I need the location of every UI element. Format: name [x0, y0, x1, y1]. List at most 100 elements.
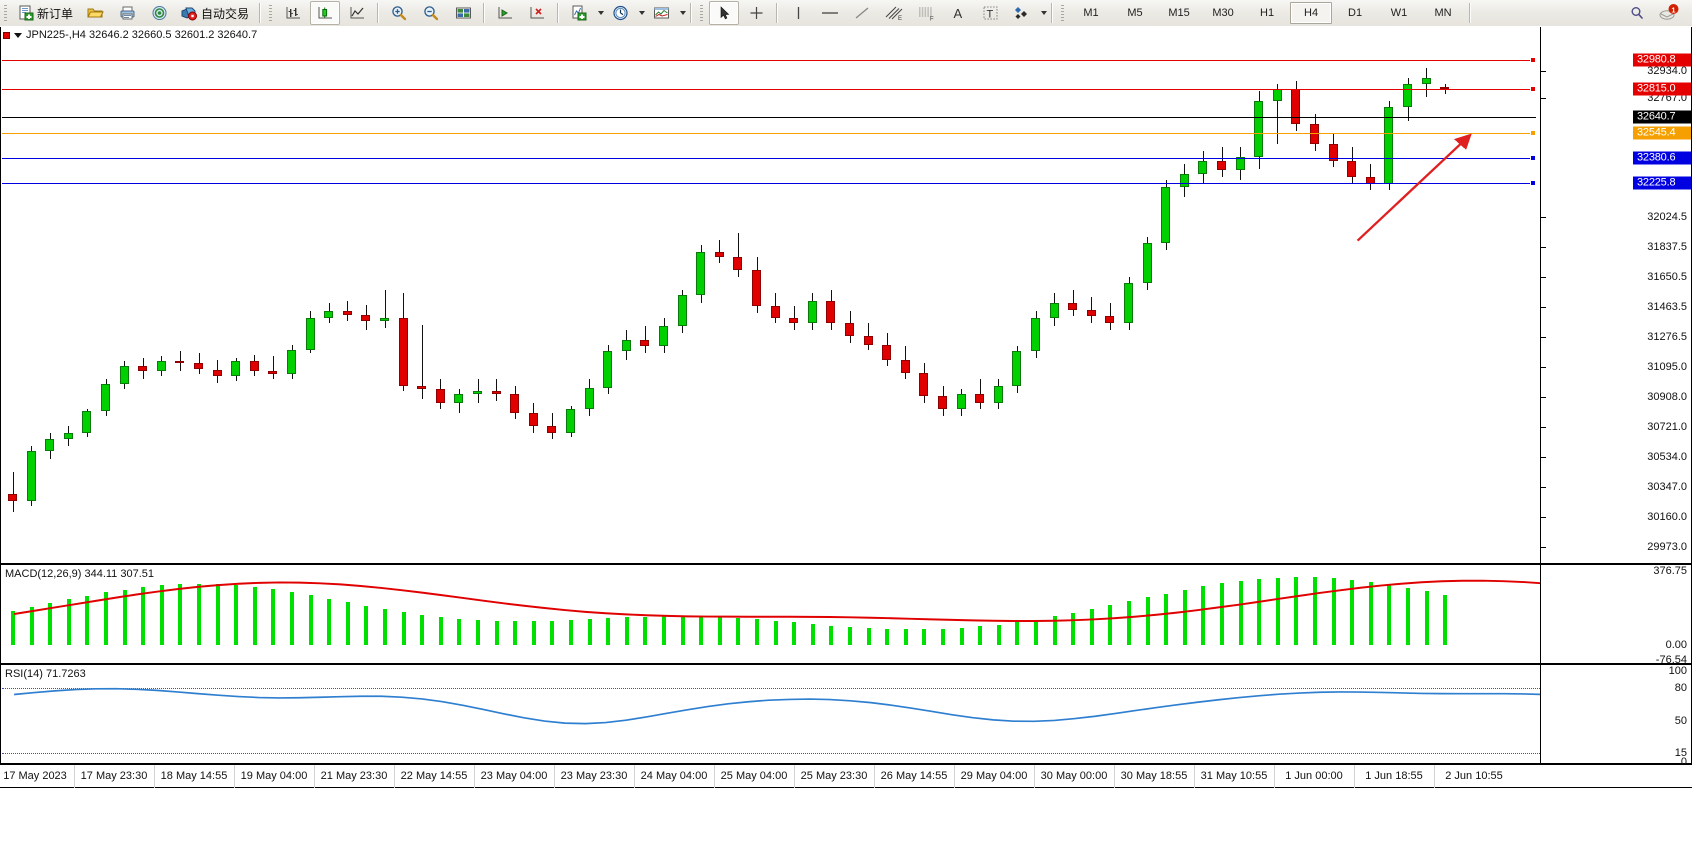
price-level-label-entry[interactable]: 32545.4	[1633, 126, 1691, 140]
new-chart-button[interactable]	[564, 1, 594, 25]
macd-histogram-bar	[1108, 605, 1113, 645]
chart-area[interactable]: JPN225-,H4 32646.2 32660.5 32601.2 32640…	[0, 26, 1692, 843]
arrows-dropdown-caret[interactable]	[1041, 11, 1048, 15]
resistance-line-2[interactable]	[2, 89, 1536, 90]
candle-body	[770, 306, 780, 319]
templates-button[interactable]	[646, 1, 676, 25]
timeframe-mn[interactable]: MN	[1434, 7, 1452, 19]
cursor-button[interactable]	[709, 1, 740, 25]
zoom-in-button[interactable]	[384, 1, 414, 25]
timeframe-m15[interactable]: M15	[1168, 7, 1190, 19]
price-axis[interactable]: 32934.0 32767.0 32024.5 31837.5 31650.5 31463…	[1540, 27, 1691, 582]
search-button[interactable]	[1622, 1, 1652, 25]
notifications-button[interactable]: 1	[1654, 1, 1684, 25]
text-label-button[interactable]: T	[975, 1, 1005, 25]
candle-body	[398, 318, 408, 387]
candle-body	[547, 425, 557, 433]
macd-histogram-bar	[11, 610, 15, 645]
macd-histogram-bar	[1089, 609, 1094, 645]
price-level-label-last-price[interactable]: 32640.7	[1633, 110, 1691, 124]
text-button[interactable]: A	[943, 1, 973, 25]
timeframe-m5[interactable]: M5	[1127, 7, 1143, 19]
template-icon	[653, 5, 670, 21]
timeframe-m30[interactable]: M30	[1212, 7, 1234, 19]
price-level-label-resistance[interactable]: 32980.8	[1633, 53, 1691, 67]
support-line-1-handle[interactable]	[1530, 155, 1536, 161]
candle-body	[882, 344, 892, 360]
arrows-button[interactable]	[1007, 1, 1037, 25]
folder-icon-button[interactable]	[80, 1, 110, 25]
price-tick-label: 30721.0	[1647, 421, 1687, 433]
resistance-line-1[interactable]	[2, 60, 1536, 61]
bar-chart-button[interactable]	[278, 1, 308, 25]
templates-dropdown-caret[interactable]	[680, 11, 687, 15]
candle-body	[26, 450, 36, 501]
notification-count: 1	[1671, 5, 1675, 14]
crosshair-button[interactable]	[741, 1, 771, 25]
new-chart-dropdown-caret[interactable]	[598, 11, 605, 15]
candle-wick	[421, 324, 423, 400]
candle-body	[789, 318, 799, 324]
trend-arrow-up[interactable]	[2, 27, 1691, 563]
resistance-line-1-handle[interactable]	[1530, 57, 1536, 63]
line-studies-grip[interactable]	[698, 3, 706, 23]
time-tick-label: 23 May 04:00	[480, 770, 548, 782]
period-dropdown-caret[interactable]	[639, 11, 646, 15]
printer-icon-button[interactable]	[112, 1, 142, 25]
time-tick-label: 1 Jun 18:55	[1365, 770, 1423, 782]
candle-body	[584, 387, 594, 410]
candle-body	[1235, 157, 1245, 171]
vertical-line-button[interactable]	[783, 1, 813, 25]
timeframe-m1[interactable]: M1	[1083, 7, 1099, 19]
price-plot[interactable]	[2, 27, 1691, 563]
timeframes-grip[interactable]	[1059, 3, 1067, 23]
chart-shift-button[interactable]	[522, 1, 552, 25]
line-chart-button[interactable]	[342, 1, 372, 25]
equidistant-channel-button[interactable]: E	[879, 1, 909, 25]
timeframe-h1[interactable]: H1	[1260, 7, 1275, 19]
auto-trading-button[interactable]: 自动交易	[176, 1, 254, 25]
resistance-line-2-handle[interactable]	[1530, 86, 1536, 92]
macd-histogram-bar	[1182, 589, 1187, 645]
globe-icon-button[interactable]	[144, 1, 174, 25]
toolbar-separator-2	[377, 3, 380, 23]
macd-pane[interactable]: MACD(12,26,9) 344.11 307.51 376.75 0.00 -7…	[0, 564, 1692, 666]
fibonacci-button[interactable]: F	[911, 1, 941, 25]
macd-histogram-bar	[624, 617, 629, 645]
timeframe-w1[interactable]: W1	[1390, 7, 1408, 19]
time-axis-separator	[474, 765, 475, 789]
support-line-1[interactable]	[2, 158, 1536, 159]
timeframe-d1[interactable]: D1	[1348, 7, 1363, 19]
trendline-button[interactable]	[847, 1, 877, 25]
symbol-dropdown-icon[interactable]	[14, 32, 22, 38]
chart-toolbar-grip[interactable]	[267, 3, 275, 23]
entry-line-handle[interactable]	[1530, 130, 1536, 136]
price-pane[interactable]: JPN225-,H4 32646.2 32660.5 32601.2 32640…	[0, 27, 1692, 582]
price-level-label-support[interactable]: 32225.8	[1633, 176, 1691, 190]
period-button[interactable]	[605, 1, 635, 25]
candle-body	[956, 394, 966, 410]
new-order-button[interactable]: 新订单	[13, 1, 78, 25]
entry-line[interactable]	[2, 133, 1536, 134]
time-axis-separator	[714, 765, 715, 789]
zoom-out-button[interactable]	[416, 1, 446, 25]
rsi-pane[interactable]: RSI(14) 71.7263 100 80 50 15 0	[0, 664, 1692, 768]
time-axis-separator	[74, 765, 75, 789]
macd-histogram-bar	[178, 584, 183, 645]
price-level-label-support[interactable]: 32380.6	[1633, 151, 1691, 165]
candle-body	[249, 361, 259, 372]
candlestick-chart-button[interactable]	[310, 1, 341, 25]
price-level-label-resistance[interactable]: 32815.0	[1633, 82, 1691, 96]
candle-body	[1179, 173, 1189, 188]
new-chart-icon	[571, 5, 587, 21]
auto-scroll-button[interactable]	[490, 1, 520, 25]
time-axis[interactable]: 17 May 2023 17 May 23:30 18 May 14:55 19 Ma…	[0, 764, 1692, 789]
support-line-2-handle[interactable]	[1530, 180, 1536, 186]
support-line-2[interactable]	[2, 183, 1536, 184]
timeframe-h4[interactable]: H4	[1290, 2, 1333, 24]
toolbar-grip[interactable]	[2, 3, 9, 23]
market-watch-button[interactable]	[448, 1, 478, 25]
toolbar-separator-4	[557, 3, 560, 23]
horizontal-line-button[interactable]	[815, 1, 845, 25]
